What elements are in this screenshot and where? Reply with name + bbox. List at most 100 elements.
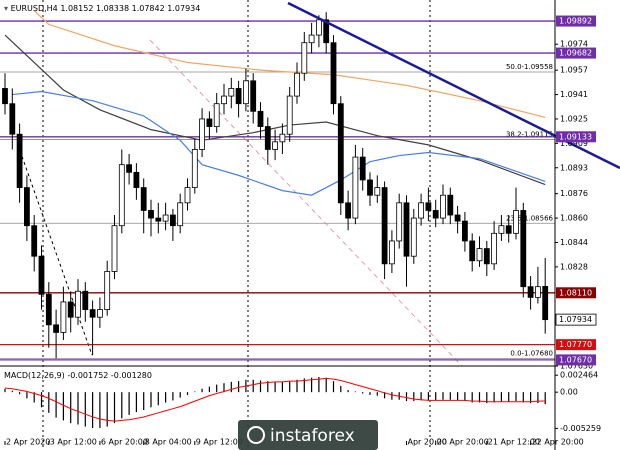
price-level-label: 1.09892 <box>559 17 592 26</box>
candle-body <box>418 202 425 219</box>
candle-body <box>97 309 103 318</box>
symbol: EURUSD,H4 <box>11 4 58 13</box>
signal-line <box>4 377 546 422</box>
candle-body <box>177 202 184 227</box>
candle-body <box>104 271 111 310</box>
chart-header: ▾ EURUSD,H4 1.08152 1.08338 1.07842 1.07… <box>4 4 200 13</box>
price-level-box <box>556 15 596 27</box>
candle-body <box>155 217 162 222</box>
y-tick-label: 1.0844 <box>560 238 588 247</box>
drawing-objects <box>17 0 463 450</box>
candle-body <box>31 225 38 257</box>
candle-body <box>513 210 519 234</box>
x-tick-label: 20 Apr 20:00 <box>437 438 489 447</box>
candle-body <box>367 179 373 196</box>
watermark: instaforex <box>238 420 378 450</box>
x-tick-label: 6 Apr 20:00 <box>101 438 148 447</box>
price-level-box <box>556 339 596 351</box>
x-tick-label: 21 Apr 12:00 <box>488 438 540 447</box>
last-price-box <box>555 313 597 326</box>
y-tick-label: 1.0974 <box>560 40 588 49</box>
candle-body <box>359 156 366 181</box>
x-tick-label: 22 Apr 20:00 <box>532 438 584 447</box>
candle-body <box>454 214 461 222</box>
x-tick-label: 2 Apr 2020 <box>6 438 50 447</box>
price-level-box <box>556 287 596 299</box>
candle-body <box>352 156 359 219</box>
moving-average <box>33 10 546 119</box>
dashed-trendline <box>149 39 463 367</box>
price-level-box <box>556 354 596 366</box>
candle-body <box>469 240 476 262</box>
candle-body <box>60 301 67 333</box>
candle-body <box>250 80 257 112</box>
candle-body <box>294 72 300 97</box>
candle-body <box>476 248 483 262</box>
price-level-box <box>556 47 596 59</box>
candle-body <box>440 194 446 219</box>
x-tick-label: 3 Apr 12:00 <box>50 438 97 447</box>
candle-body <box>228 88 235 97</box>
candle-body <box>38 255 45 295</box>
y-tick-label: 1.07630 <box>560 362 593 371</box>
candle-body <box>396 202 403 242</box>
candle-body <box>9 103 16 135</box>
candle-body <box>75 290 81 318</box>
y-tick-label: 1.0909 <box>560 139 588 148</box>
candle-body <box>126 164 132 173</box>
y-tick-label: 1.0893 <box>560 163 588 172</box>
candle-body <box>491 232 498 265</box>
candle-body <box>67 301 74 318</box>
candle-body <box>213 103 220 127</box>
candle-body <box>53 324 59 333</box>
fib-label: 50.0-1.09558 <box>506 63 553 71</box>
low-readout: 1.07842 <box>132 4 165 13</box>
candle-body <box>89 309 96 318</box>
plot-area: 50.0-1.09558 38.2-1.09115 23.6-1.08566 0.0-… <box>0 10 555 428</box>
price-level-box <box>556 131 596 143</box>
candle-body <box>148 210 154 219</box>
candle-body <box>461 220 468 242</box>
axis-area: 1.0974 1.0957 1.0941 1.0925 1.0909 1.0893 1.08… <box>4 15 601 447</box>
candle-body <box>184 187 191 204</box>
candle-body <box>403 202 410 257</box>
candle-body <box>374 187 381 196</box>
candle-body <box>410 217 417 257</box>
candle-body <box>279 133 286 143</box>
watermark-icon <box>247 426 265 444</box>
price-level-label: 1.09682 <box>559 49 592 58</box>
open-readout: 1.08152 <box>60 4 93 13</box>
y-tick-label: 1.0957 <box>560 66 588 75</box>
candle-body <box>257 110 264 127</box>
fib-label: 38.2-1.09115 <box>506 131 553 139</box>
price-level-label: 1.09133 <box>559 132 592 141</box>
macd-header: MACD(12,26,9) -0.001752 -0.001280 <box>4 371 152 380</box>
candle-body <box>330 42 337 105</box>
candle-body <box>272 141 279 150</box>
candle-body <box>23 187 30 227</box>
x-tick-label: 8 Apr 04:00 <box>145 438 192 447</box>
candle-body <box>301 42 308 74</box>
y-tick-label: 0.00 <box>560 388 578 397</box>
candle-body <box>505 225 512 234</box>
candle-body <box>542 285 549 321</box>
watermark-box <box>238 420 378 450</box>
macd-readout: -0.001752 <box>67 371 108 380</box>
header-icon: ▾ <box>4 4 8 13</box>
candle-body <box>118 164 125 227</box>
signal-readout: -0.001280 <box>111 371 152 380</box>
y-tick-label: 1.0860 <box>560 214 588 223</box>
candle-body <box>235 88 242 105</box>
candle-body <box>381 187 388 265</box>
candle-body <box>323 19 330 44</box>
price-level-label: 1.08110 <box>559 288 592 297</box>
moving-average <box>12 90 546 196</box>
candle-body <box>206 118 213 127</box>
x-tick-label: Apr 20:00 <box>408 438 447 447</box>
close-readout: 1.07934 <box>167 4 200 13</box>
candle-body <box>315 19 322 36</box>
candle-body <box>337 103 344 204</box>
candle-body <box>82 290 89 310</box>
price-level-label: 1.07770 <box>559 340 592 349</box>
